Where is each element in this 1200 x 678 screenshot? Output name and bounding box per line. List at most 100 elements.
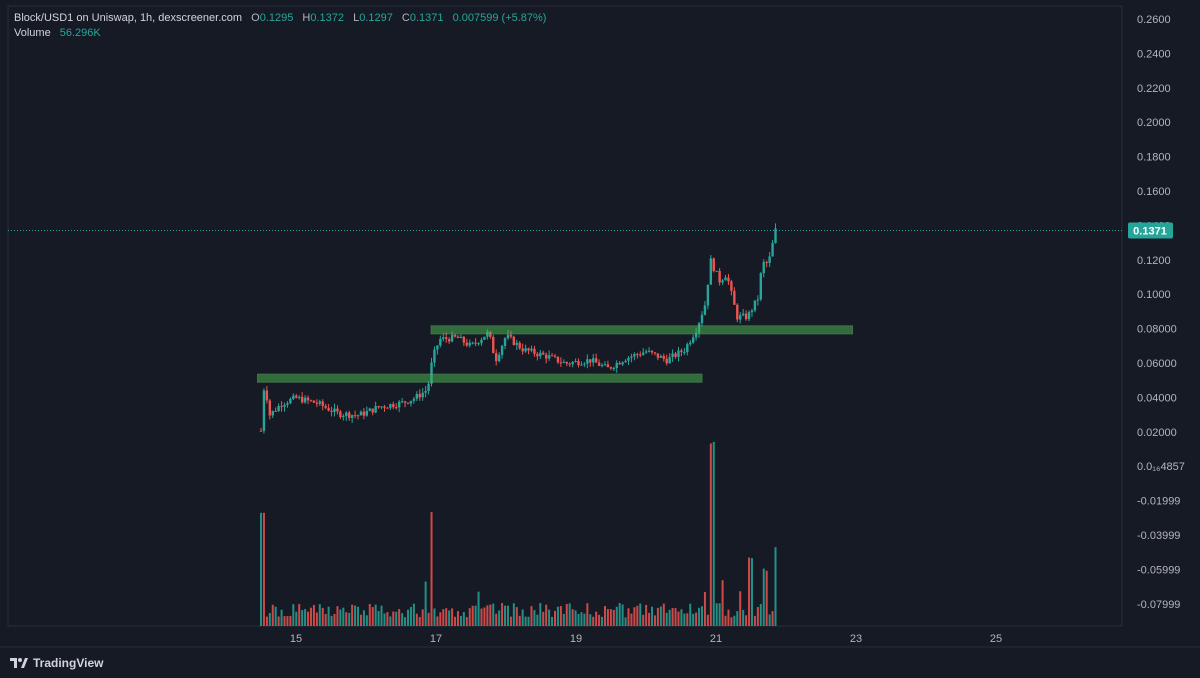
- candle-body: [471, 342, 474, 344]
- volume-bar: [451, 608, 454, 626]
- volume-bar: [471, 605, 474, 626]
- volume-bar: [412, 603, 415, 626]
- candle-body: [368, 408, 371, 411]
- change-value: 0.007599 (+5.87%): [452, 12, 547, 24]
- volume-bar: [756, 607, 759, 626]
- candle-body: [733, 290, 736, 305]
- candle-body: [536, 353, 539, 357]
- candle-body: [371, 408, 374, 413]
- candle-body: [450, 334, 454, 342]
- volume-bar: [721, 580, 724, 626]
- candle-body: [430, 362, 433, 384]
- candle-body: [383, 406, 386, 408]
- candle-body: [321, 401, 324, 407]
- volume-bar: [680, 609, 683, 626]
- candle-body: [468, 342, 471, 346]
- candle-body: [659, 355, 663, 358]
- candle-body: [277, 405, 280, 412]
- candle-body: [753, 300, 757, 311]
- volume-bar: [486, 605, 489, 626]
- candle-body: [333, 408, 336, 412]
- candle-body: [577, 360, 580, 366]
- volume-bar: [548, 609, 551, 626]
- volume-bar: [292, 604, 295, 626]
- candle-body: [415, 393, 419, 399]
- candle-body: [362, 411, 366, 416]
- price-tick-label: 0.04000: [1137, 392, 1177, 404]
- volume-bar: [506, 605, 509, 626]
- legend-ohlc-row: Block/USD1 on Uniswap, 1h, dexscreener.c…: [14, 12, 546, 24]
- candle-body: [465, 342, 468, 346]
- volume-bar: [677, 611, 680, 626]
- volume-bar: [459, 616, 462, 626]
- volume-bar: [392, 611, 395, 626]
- candle-body: [348, 412, 351, 418]
- candle-body: [397, 401, 401, 408]
- candle-body: [636, 354, 639, 356]
- volume-bar: [724, 615, 727, 626]
- volume-bar: [551, 616, 554, 626]
- tradingview-logo[interactable]: TradingView: [10, 656, 103, 670]
- candle-body: [589, 359, 592, 363]
- candle-body: [345, 412, 348, 416]
- candle-body: [747, 312, 751, 320]
- candle-body: [306, 397, 310, 401]
- volume-bar: [312, 604, 315, 626]
- zone-rectangle[interactable]: [257, 373, 703, 383]
- volume-bar: [648, 612, 651, 626]
- volume-bar: [501, 603, 504, 626]
- candle-body: [565, 362, 568, 364]
- volume-bar: [618, 603, 621, 626]
- candle-body: [762, 262, 765, 274]
- candle-body: [395, 407, 398, 409]
- volume-bar: [521, 609, 524, 626]
- candle-body: [671, 353, 674, 358]
- volume-bar: [398, 609, 401, 626]
- volume-bar: [683, 613, 686, 626]
- candle-body: [427, 383, 430, 392]
- volume-bar: [651, 606, 654, 626]
- candle-body: [674, 353, 677, 357]
- candle-body: [265, 390, 269, 401]
- volume-bar: [327, 606, 330, 626]
- volume-bar: [603, 605, 606, 626]
- candle-body: [668, 357, 671, 364]
- volume-bar: [759, 603, 762, 626]
- volume-bar: [745, 615, 748, 626]
- candle-body: [597, 362, 601, 366]
- candle-body: [630, 356, 633, 358]
- zone-rectangle[interactable]: [430, 325, 853, 335]
- price-tick-label: -0.01999: [1137, 496, 1180, 508]
- volume-bar: [571, 609, 574, 626]
- volume-bar: [362, 610, 365, 626]
- volume-bar: [736, 611, 739, 626]
- candle-body: [744, 313, 748, 320]
- candle-body: [359, 411, 363, 416]
- candle-body: [315, 402, 319, 404]
- price-tick-label: 0.06000: [1137, 358, 1177, 370]
- volume-bar: [286, 616, 289, 626]
- high-label: H: [302, 12, 311, 24]
- volume-bar: [295, 611, 298, 626]
- candle-body: [521, 348, 524, 352]
- volume-bar: [545, 604, 548, 626]
- candle-body: [665, 358, 668, 364]
- candle-body: [495, 353, 498, 362]
- price-tick-label: 0.0₁₆4857: [1137, 461, 1185, 473]
- candle-body: [447, 339, 451, 342]
- volume-bar: [430, 512, 433, 626]
- volume-bar: [395, 611, 398, 626]
- time-tick-label: 23: [850, 633, 862, 645]
- volume-bar: [456, 611, 459, 626]
- candle-body: [309, 400, 313, 402]
- volume-bar: [653, 615, 656, 626]
- candle-body: [542, 352, 545, 355]
- plot-border: [7, 5, 1123, 627]
- candle-body: [292, 395, 295, 399]
- candle-body: [600, 365, 604, 367]
- candle-body: [721, 280, 724, 283]
- candle-body: [712, 258, 715, 271]
- price-tick-label: 0.2000: [1137, 117, 1171, 129]
- volume-bar: [498, 610, 501, 626]
